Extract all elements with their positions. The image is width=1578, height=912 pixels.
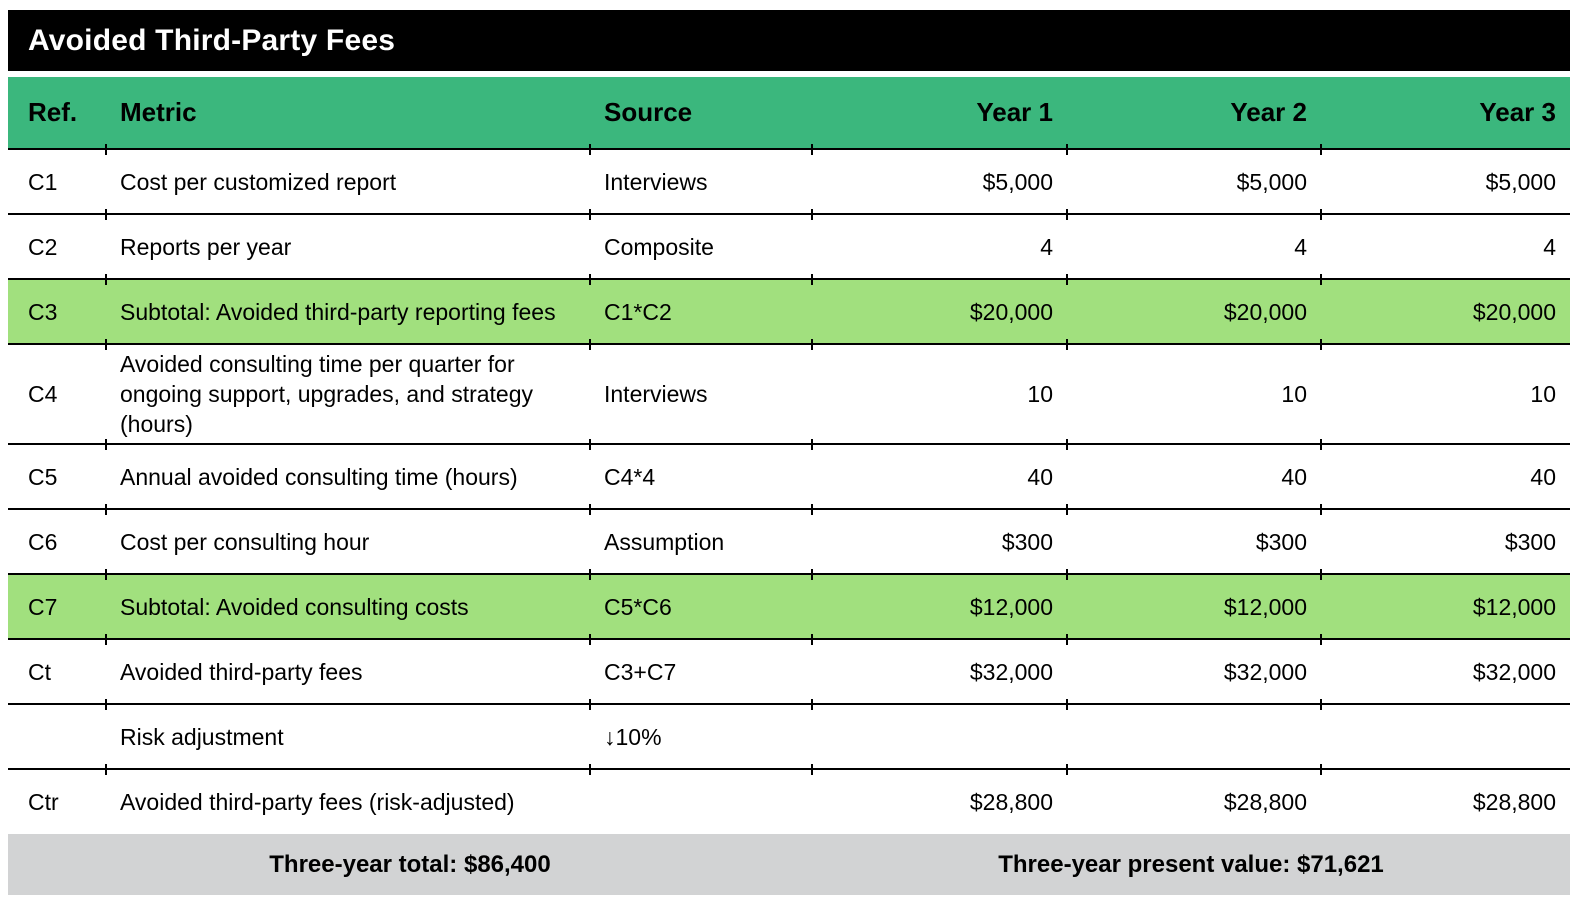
source-cell: C4*4 [589, 438, 812, 509]
metric-cell: Avoided third-party fees [105, 633, 590, 704]
table-row-c6: C6 Cost per consulting hour Assumption $… [8, 503, 1570, 574]
ref-cell: Ctr [8, 769, 106, 834]
year3-cell: 40 [1320, 438, 1570, 509]
year1-cell: 4 [811, 208, 1067, 279]
year2-cell [1066, 698, 1321, 769]
column-header-year3: Year 3 [1321, 77, 1570, 149]
year3-cell: $20,000 [1320, 273, 1570, 344]
year2-cell: $20,000 [1066, 273, 1321, 344]
year1-cell: $32,000 [811, 633, 1067, 704]
year2-cell: 10 [1066, 338, 1321, 444]
year1-cell: $28,800 [811, 763, 1067, 834]
three-year-total: Three-year total: $86,400 [8, 834, 812, 895]
year3-cell: $300 [1320, 503, 1570, 574]
year3-cell: $28,800 [1320, 763, 1570, 834]
source-cell: Interviews [589, 143, 812, 214]
ref-cell: C5 [8, 444, 106, 509]
table-row-c3-subtotal: C3 Subtotal: Avoided third-party reporti… [8, 273, 1570, 344]
table-row-c7-subtotal: C7 Subtotal: Avoided consulting costs C5… [8, 568, 1570, 639]
year2-cell: $300 [1066, 503, 1321, 574]
ref-cell [8, 704, 106, 769]
source-cell [589, 763, 812, 834]
year1-cell: $12,000 [811, 568, 1067, 639]
table-row-c5: C5 Annual avoided consulting time (hours… [8, 438, 1570, 509]
year3-cell: $12,000 [1320, 568, 1570, 639]
table-row-ct-total: Ct Avoided third-party fees C3+C7 $32,00… [8, 633, 1570, 704]
source-cell: Interviews [589, 338, 812, 444]
source-cell: C3+C7 [589, 633, 812, 704]
column-header-ref: Ref. [8, 77, 106, 149]
year2-cell: $5,000 [1066, 143, 1321, 214]
table-row-c1: C1 Cost per customized report Interviews… [8, 143, 1570, 214]
year2-cell: $12,000 [1066, 568, 1321, 639]
metric-cell: Avoided third-party fees (risk-adjusted) [105, 763, 590, 834]
year1-cell: 10 [811, 338, 1067, 444]
year1-cell: $300 [811, 503, 1067, 574]
metric-cell: Cost per customized report [105, 143, 590, 214]
year3-cell [1320, 698, 1570, 769]
year1-cell: $20,000 [811, 273, 1067, 344]
metric-cell: Reports per year [105, 208, 590, 279]
metric-cell: Subtotal: Avoided third-party reporting … [105, 273, 590, 344]
source-cell: Composite [589, 208, 812, 279]
table-title-bar: Avoided Third-Party Fees [8, 10, 1570, 71]
year3-cell: 4 [1320, 208, 1570, 279]
table-row-c4: C4 Avoided consulting time per quarter f… [8, 338, 1570, 444]
year2-cell: 40 [1066, 438, 1321, 509]
ref-cell: C6 [8, 509, 106, 574]
table-row-risk-adjustment: Risk adjustment ↓10% [8, 698, 1570, 769]
metric-cell: Cost per consulting hour [105, 503, 590, 574]
three-year-present-value: Three-year present value: $71,621 [812, 834, 1570, 895]
ref-cell: Ct [8, 639, 106, 704]
column-header-year2: Year 2 [1067, 77, 1321, 149]
ref-cell: C2 [8, 214, 106, 279]
header-row: Ref. Metric Source Year 1 Year 2 Year 3 [8, 77, 1570, 149]
year2-cell: $28,800 [1066, 763, 1321, 834]
ref-cell: C1 [8, 149, 106, 214]
year1-cell: $5,000 [811, 143, 1067, 214]
summary-row: Three-year total: $86,400 Three-year pre… [8, 834, 1570, 895]
table-row-ctr-risk-adjusted: Ctr Avoided third-party fees (risk-adjus… [8, 763, 1570, 834]
metric-cell: Subtotal: Avoided consulting costs [105, 568, 590, 639]
source-cell: Assumption [589, 503, 812, 574]
column-header-source: Source [590, 77, 812, 149]
year3-cell: $32,000 [1320, 633, 1570, 704]
year1-cell: 40 [811, 438, 1067, 509]
ref-cell: C7 [8, 574, 106, 639]
metric-cell: Risk adjustment [105, 698, 590, 769]
source-cell: ↓10% [589, 698, 812, 769]
year2-cell: $32,000 [1066, 633, 1321, 704]
source-cell: C1*C2 [589, 273, 812, 344]
table-title: Avoided Third-Party Fees [28, 23, 396, 57]
metric-cell: Avoided consulting time per quarter for … [105, 338, 590, 444]
ref-cell: C4 [8, 344, 106, 444]
year1-cell [811, 698, 1067, 769]
year3-cell: 10 [1320, 338, 1570, 444]
ref-cell: C3 [8, 279, 106, 344]
table-row-c2: C2 Reports per year Composite 4 4 4 [8, 208, 1570, 279]
avoided-third-party-fees-table: Ref. Metric Source Year 1 Year 2 Year 3 … [8, 77, 1570, 895]
column-header-year1: Year 1 [812, 77, 1067, 149]
metric-cell: Annual avoided consulting time (hours) [105, 438, 590, 509]
year3-cell: $5,000 [1320, 143, 1570, 214]
year2-cell: 4 [1066, 208, 1321, 279]
column-header-metric: Metric [106, 77, 590, 149]
source-cell: C5*C6 [589, 568, 812, 639]
